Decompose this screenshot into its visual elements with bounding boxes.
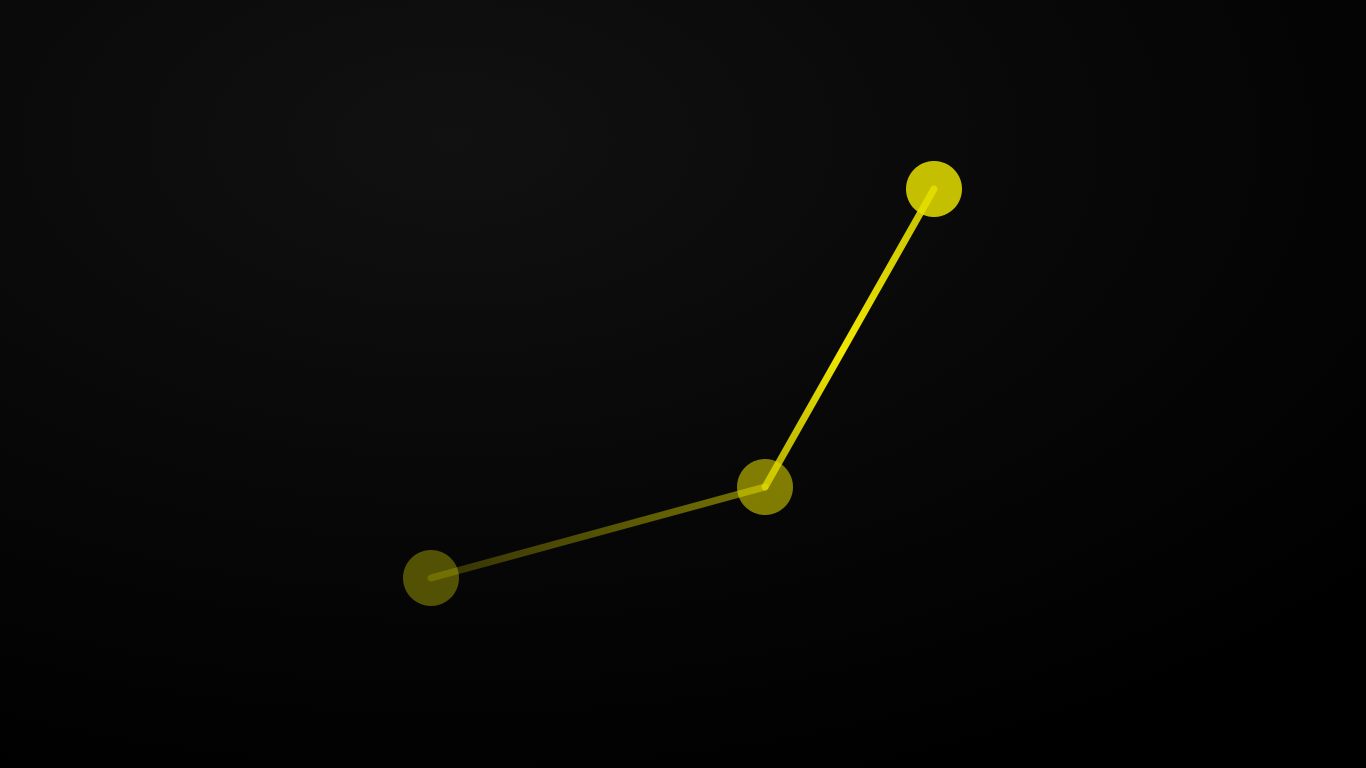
nodes-layer — [403, 161, 962, 606]
node-top-right[interactable] — [906, 161, 962, 217]
link-bottom-to-middle — [427, 483, 769, 582]
node-middle[interactable] — [737, 459, 793, 515]
node-bottom-left[interactable] — [403, 550, 459, 606]
links-layer — [427, 185, 938, 582]
link-middle-to-top — [761, 185, 938, 491]
